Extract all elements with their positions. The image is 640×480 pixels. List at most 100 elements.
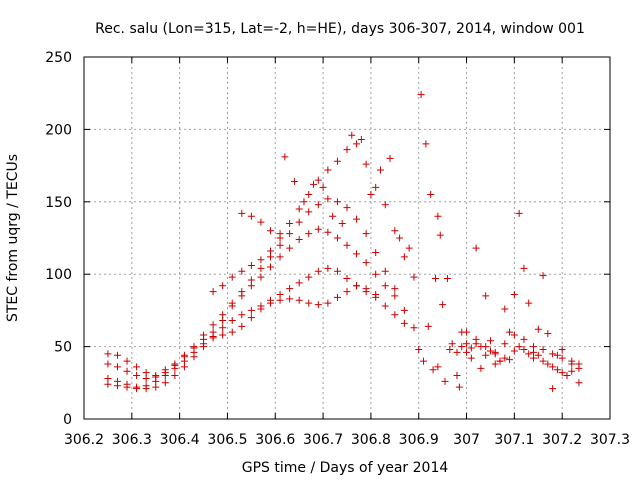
- data-point: [417, 91, 425, 99]
- x-tick-label: 307.2: [542, 432, 582, 448]
- data-point: [381, 201, 389, 209]
- data-point: [123, 367, 131, 375]
- x-tick-label: 307: [453, 432, 480, 448]
- data-point: [343, 241, 351, 249]
- data-point: [228, 299, 236, 307]
- data-point: [539, 345, 547, 353]
- data-point: [266, 263, 274, 271]
- data-point: [113, 351, 121, 359]
- data-point: [568, 367, 576, 375]
- data-point: [467, 354, 475, 362]
- data-point: [510, 331, 518, 339]
- data-point: [314, 201, 322, 209]
- data-point: [353, 250, 361, 258]
- data-point: [333, 267, 341, 275]
- data-point: [549, 350, 557, 358]
- data-point: [310, 180, 318, 188]
- data-point: [506, 356, 514, 364]
- data-point: [113, 363, 121, 371]
- data-point: [510, 290, 518, 298]
- data-point: [276, 241, 284, 249]
- data-point: [520, 264, 528, 272]
- data-point: [534, 325, 542, 333]
- data-point: [367, 191, 375, 199]
- data-point: [324, 264, 332, 272]
- data-point: [286, 230, 294, 238]
- data-point: [372, 183, 380, 191]
- data-point: [257, 264, 265, 272]
- data-point: [190, 348, 198, 356]
- data-point: [266, 227, 274, 235]
- data-point: [420, 357, 428, 365]
- data-point: [228, 328, 236, 336]
- data-point: [333, 157, 341, 165]
- data-point: [238, 267, 246, 275]
- data-point: [506, 328, 514, 336]
- data-point: [431, 275, 439, 283]
- data-point: [381, 282, 389, 290]
- data-point: [563, 372, 571, 380]
- data-point: [510, 347, 518, 355]
- x-axis-label: GPS time / Days of year 2014: [242, 460, 449, 476]
- data-point: [482, 292, 490, 300]
- data-point: [525, 350, 533, 358]
- data-point: [549, 363, 557, 371]
- chart-title: Rec. salu (Lon=315, Lat=-2, h=HE), days …: [95, 21, 585, 37]
- data-point: [324, 299, 332, 307]
- data-point: [276, 296, 284, 304]
- data-point: [228, 273, 236, 281]
- data-point: [400, 253, 408, 261]
- data-point: [553, 351, 561, 359]
- data-point: [400, 306, 408, 314]
- data-point: [362, 230, 370, 238]
- data-point: [209, 334, 217, 342]
- data-point: [286, 244, 294, 252]
- data-point: [439, 301, 447, 309]
- data-point: [286, 220, 294, 228]
- data-point: [348, 131, 356, 139]
- data-point: [372, 290, 380, 298]
- data-point: [396, 234, 404, 242]
- data-point: [400, 319, 408, 327]
- data-point: [161, 372, 169, 380]
- data-point: [123, 357, 131, 365]
- data-point: [463, 348, 471, 356]
- data-point: [525, 299, 533, 307]
- data-point: [276, 230, 284, 238]
- data-point: [257, 256, 265, 264]
- data-point: [381, 302, 389, 310]
- data-point: [171, 364, 179, 372]
- data-point: [429, 366, 437, 374]
- data-point: [343, 288, 351, 296]
- data-point: [180, 357, 188, 365]
- x-tick-label: 306.2: [64, 432, 104, 448]
- data-point: [520, 345, 528, 353]
- data-point: [104, 380, 112, 388]
- data-point: [436, 231, 444, 239]
- data-point: [434, 212, 442, 220]
- data-point: [558, 354, 566, 362]
- data-point: [295, 279, 303, 287]
- data-point: [486, 337, 494, 345]
- data-point: [314, 267, 322, 275]
- data-point: [343, 275, 351, 283]
- data-point: [238, 209, 246, 217]
- data-point: [520, 335, 528, 343]
- x-tick-label: 306.6: [255, 432, 295, 448]
- data-point: [529, 343, 537, 351]
- data-point: [467, 344, 475, 352]
- x-tick-label: 307.3: [590, 432, 630, 448]
- data-point: [295, 235, 303, 243]
- data-point: [446, 345, 454, 353]
- data-point: [300, 198, 308, 206]
- data-point: [575, 360, 583, 368]
- data-point: [295, 218, 303, 226]
- data-point: [219, 324, 227, 332]
- x-tick-label: 307.1: [494, 432, 534, 448]
- y-axis-label: STEC from uqrg / TECUs: [5, 154, 21, 322]
- data-point: [477, 364, 485, 372]
- data-point: [219, 311, 227, 319]
- data-point: [575, 379, 583, 387]
- data-point: [266, 299, 274, 307]
